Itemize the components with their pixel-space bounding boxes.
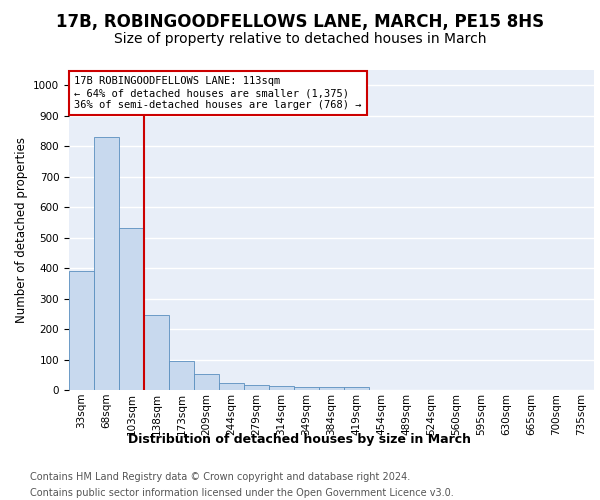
Text: 17B ROBINGOODFELLOWS LANE: 113sqm
← 64% of detached houses are smaller (1,375)
3: 17B ROBINGOODFELLOWS LANE: 113sqm ← 64% … <box>74 76 362 110</box>
Text: 17B, ROBINGOODFELLOWS LANE, MARCH, PE15 8HS: 17B, ROBINGOODFELLOWS LANE, MARCH, PE15 … <box>56 12 544 30</box>
Text: Contains public sector information licensed under the Open Government Licence v3: Contains public sector information licen… <box>30 488 454 498</box>
Text: Size of property relative to detached houses in March: Size of property relative to detached ho… <box>114 32 486 46</box>
Bar <box>69 271 94 390</box>
Bar <box>119 228 144 390</box>
Bar <box>94 137 119 390</box>
Bar <box>319 387 344 390</box>
Bar <box>344 387 369 390</box>
Bar <box>244 385 269 390</box>
Y-axis label: Number of detached properties: Number of detached properties <box>14 137 28 323</box>
Text: Contains HM Land Registry data © Crown copyright and database right 2024.: Contains HM Land Registry data © Crown c… <box>30 472 410 482</box>
Bar <box>294 387 319 390</box>
Bar <box>269 386 294 390</box>
Bar <box>219 384 244 390</box>
Text: Distribution of detached houses by size in March: Distribution of detached houses by size … <box>128 432 472 446</box>
Bar <box>169 361 194 390</box>
Bar <box>144 316 169 390</box>
Bar <box>194 374 219 390</box>
